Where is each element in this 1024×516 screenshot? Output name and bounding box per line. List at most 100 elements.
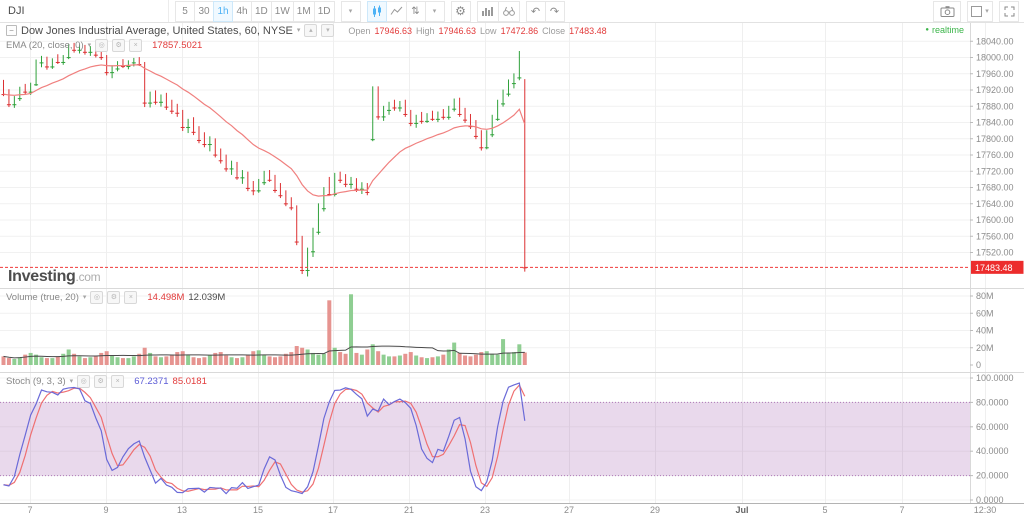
svg-text:0: 0 [976,360,981,370]
interval-button-5-0[interactable]: 5 [175,0,195,22]
svg-text:17840.00: 17840.00 [976,118,1014,128]
interval-button-1d-7[interactable]: 1D [313,0,335,22]
svg-text:0.0000: 0.0000 [976,495,1004,505]
redo-icon: ↷ [549,5,560,18]
series-legend: − Dow Jones Industrial Average, United S… [6,24,607,37]
volume-ma-value: 12.039M [188,292,226,303]
settings-button[interactable]: ⚙ [450,0,471,22]
gear-icon: ⚙ [455,4,466,18]
eye-icon[interactable]: ◎ [95,39,109,52]
gear-icon[interactable]: ⚙ [94,375,108,388]
pane-down-icon[interactable]: ▾ [321,24,335,37]
open-label: Open [348,25,371,36]
svg-text:Jul: Jul [735,505,748,515]
svg-text:27: 27 [564,505,574,515]
fullscreen-button[interactable] [999,0,1019,22]
redo-button[interactable]: ↷ [544,0,565,22]
chevron-down-icon[interactable]: ▾ [69,378,74,385]
svg-text:18040.00: 18040.00 [976,36,1014,46]
close-label: Close [542,25,566,36]
interval-more-button[interactable]: ▾ [340,0,361,22]
compare-arrows-button[interactable]: ⇅ [405,0,426,22]
svg-text:20.0000: 20.0000 [976,471,1009,481]
svg-text:80M: 80M [976,291,994,301]
undo-button[interactable]: ↶ [525,0,546,22]
svg-text:100.0000: 100.0000 [976,373,1014,383]
interval-button-30-1[interactable]: 30 [194,0,214,22]
eye-icon[interactable]: ◎ [90,291,104,304]
svg-text:7: 7 [27,505,32,515]
svg-text:21: 21 [404,505,414,515]
open-value: 17946.63 [374,25,412,36]
volume-legend: Volume (true, 20) ▾ ◎ ⚙ × 14.498M 12.039… [6,291,225,304]
camera-icon [940,6,954,17]
svg-text:9: 9 [103,505,108,515]
close-icon[interactable]: × [111,375,125,388]
stoch-legend: Stoch (9, 3, 3) ▾ ◎ ⚙ × 67.2371 85.0181 [6,375,207,388]
svg-text:17483.48: 17483.48 [975,263,1013,273]
chevron-down-icon[interactable]: ▾ [296,27,301,34]
chevron-down-icon[interactable]: ▾ [87,42,92,49]
series-title[interactable]: Dow Jones Industrial Average, United Sta… [21,24,293,37]
candlestick-style-button[interactable] [366,0,387,22]
svg-text:60.0000: 60.0000 [976,422,1009,432]
layout-square-icon [971,5,983,17]
svg-text:17720.00: 17720.00 [976,166,1014,176]
indicators-button[interactable] [476,0,499,22]
ema-value: 17857.5021 [152,40,203,51]
undo-icon: ↶ [530,5,541,18]
watermark-brand: Investing [8,268,76,285]
watermark-logo: Investing.com [8,268,101,286]
screenshot-button[interactable] [933,0,961,22]
pane-up-icon[interactable]: ▴ [304,24,318,37]
realtime-label: realtime [931,25,964,35]
stoch-k-value: 67.2371 [134,376,169,387]
svg-text:7: 7 [899,505,904,515]
svg-text:23: 23 [480,505,490,515]
svg-text:15: 15 [253,505,263,515]
line-style-button[interactable] [385,0,407,22]
svg-text:17920.00: 17920.00 [976,85,1014,95]
collapse-series-icon[interactable]: − [6,25,17,36]
volume-label[interactable]: Volume (true, 20) [6,292,79,303]
svg-text:12:30: 12:30 [974,505,997,515]
svg-text:40.0000: 40.0000 [976,446,1009,456]
symbol-input[interactable]: DJI [0,0,169,22]
compare-symbol-button[interactable] [497,0,520,22]
interval-button-1w-5[interactable]: 1W [270,0,294,22]
fullscreen-icon [1004,6,1014,16]
close-value: 17483.48 [569,25,607,36]
svg-text:17960.00: 17960.00 [976,69,1014,79]
interval-button-1m-6[interactable]: 1M [292,0,315,22]
layout-button[interactable]: ▾ [967,0,993,22]
ema-label[interactable]: EMA (20, close, 0) [6,40,84,51]
binoculars-icon [502,6,515,16]
close-icon[interactable]: × [129,39,143,52]
volume-value: 14.498M [147,292,185,303]
svg-text:17680.00: 17680.00 [976,183,1014,193]
svg-text:17560.00: 17560.00 [976,231,1014,241]
high-value: 17946.63 [438,25,477,36]
realtime-badge: ● realtime [925,25,964,35]
chevron-down-icon: ▾ [348,7,353,15]
stoch-d-value: 85.0181 [172,376,207,387]
stoch-label[interactable]: Stoch (9, 3, 3) [6,376,66,387]
interval-button-1h-2[interactable]: 1h [213,0,233,22]
close-icon[interactable]: × [124,291,138,304]
eye-icon[interactable]: ◎ [77,375,91,388]
ema-legend: EMA (20, close, 0) ▾ ◎ ⚙ × 17857.5021 [6,39,202,52]
style-more-button[interactable]: ▾ [424,0,445,22]
svg-text:40M: 40M [976,326,994,336]
svg-text:29: 29 [650,505,660,515]
chevron-down-icon: ▾ [985,7,989,15]
gear-icon[interactable]: ⚙ [112,39,126,52]
interval-button-1d-4[interactable]: 1D [251,0,272,22]
svg-text:17640.00: 17640.00 [976,199,1014,209]
interval-button-4h-3[interactable]: 4h [232,0,252,22]
svg-text:13: 13 [177,505,187,515]
chevron-down-icon[interactable]: ▾ [82,294,87,301]
realtime-dot-icon: ● [925,27,929,33]
gear-icon[interactable]: ⚙ [107,291,121,304]
svg-text:60M: 60M [976,308,994,318]
